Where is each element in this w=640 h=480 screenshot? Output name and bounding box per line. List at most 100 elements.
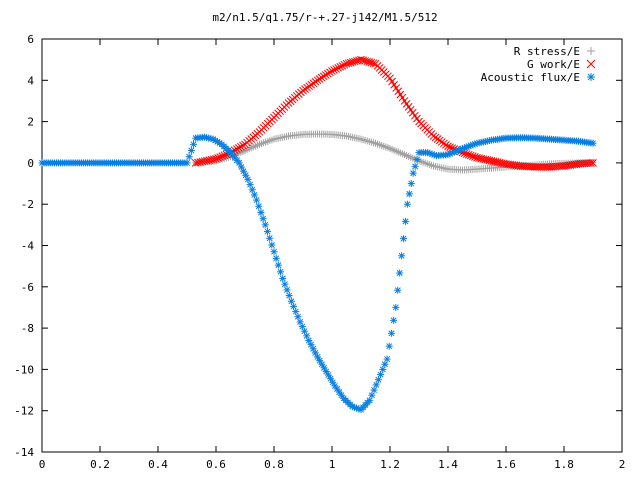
data-point (469, 152, 477, 161)
data-point (387, 329, 395, 337)
data-point (394, 286, 402, 294)
data-point (340, 60, 349, 69)
legend-marker (587, 73, 595, 81)
legend-marker (587, 47, 595, 55)
data-point (589, 159, 597, 167)
data-point (396, 269, 404, 277)
x-tick-label: 1.8 (554, 458, 574, 471)
data-point (332, 65, 340, 73)
data-point (319, 72, 328, 81)
y-tick-label: 4 (27, 74, 34, 87)
data-point (237, 142, 245, 151)
data-point (239, 141, 247, 150)
data-point (392, 303, 400, 311)
data-point (385, 342, 393, 350)
x-tick-label: 0.4 (148, 458, 168, 471)
x-tick-label: 1.4 (438, 458, 458, 471)
data-point (313, 76, 322, 85)
data-point (403, 200, 411, 208)
data-point (242, 171, 250, 179)
data-point (413, 155, 421, 163)
data-point (212, 154, 220, 163)
data-point (398, 252, 406, 260)
data-point (317, 73, 326, 82)
data-point (259, 215, 267, 223)
data-point (209, 155, 218, 164)
x-tick-label: 1.2 (380, 458, 400, 471)
x-tick-label: 1.6 (496, 458, 516, 471)
data-point (277, 268, 285, 276)
data-point (329, 378, 337, 386)
data-point (589, 139, 597, 147)
data-point (321, 71, 330, 79)
data-point (315, 75, 324, 83)
y-tick-label: -6 (21, 281, 34, 294)
y-tick-label: -12 (14, 405, 34, 418)
data-point (196, 158, 205, 166)
data-point (444, 142, 452, 151)
data-point (369, 59, 378, 68)
data-point (336, 63, 345, 71)
legend-label: Acoustic flux/E (481, 71, 580, 84)
data-point (200, 157, 209, 165)
series-2 (38, 133, 597, 414)
legend-label: G work/E (527, 58, 580, 71)
legend-label: R stress/E (514, 45, 580, 58)
x-tick-label: 2 (619, 458, 626, 471)
legend-marker (586, 59, 596, 69)
chart-title: m2/n1.5/q1.75/r-+.27-j142/M1.5/512 (212, 11, 437, 24)
data-point (407, 180, 415, 188)
data-point (191, 159, 200, 167)
data-point (383, 355, 391, 363)
data-point (261, 221, 269, 229)
data-point (216, 153, 224, 161)
data-point (185, 153, 193, 161)
data-point (283, 286, 291, 294)
data-point (187, 147, 195, 155)
y-tick-label: -8 (21, 322, 34, 335)
data-point (194, 158, 202, 167)
data-point (232, 145, 241, 153)
data-point (466, 151, 475, 160)
data-point (272, 254, 280, 262)
data-point (401, 217, 409, 225)
data-point (338, 61, 347, 70)
x-tick-label: 0.6 (206, 458, 226, 471)
data-point (234, 144, 243, 152)
data-point (285, 292, 293, 300)
data-point (330, 66, 338, 74)
data-point (405, 190, 413, 198)
data-point (257, 208, 265, 216)
y-tick-label: 0 (27, 157, 34, 170)
data-point (214, 154, 222, 162)
data-point (263, 228, 271, 236)
data-point (390, 316, 398, 324)
y-tick-label: -10 (14, 363, 34, 376)
data-point (270, 248, 278, 256)
data-point (324, 69, 332, 78)
data-point (203, 156, 211, 165)
data-point (255, 202, 263, 210)
data-point (266, 234, 274, 242)
y-tick-label: 6 (27, 33, 34, 46)
data-point (207, 155, 216, 164)
data-point (462, 150, 471, 158)
data-point (328, 67, 336, 75)
axes: 0 0.2 0.4 0.6 0.8 1 1.2 1.4 1.6 1.8 2 6 4 2 0 -2 -4 -6 -8 -… (14, 33, 625, 471)
data-point (334, 64, 343, 72)
y-tick-label: 2 (27, 116, 34, 129)
x-tick-label: 1 (329, 458, 336, 471)
data-point (279, 275, 287, 283)
x-tick-label: 0 (39, 458, 46, 471)
data-point (400, 235, 408, 243)
data-point (587, 159, 595, 167)
data-point (274, 261, 282, 269)
data-point (198, 157, 207, 166)
data-point (268, 241, 276, 249)
data-point (190, 140, 198, 148)
data-point (183, 159, 191, 167)
data-point (253, 196, 261, 204)
data-point (205, 156, 214, 165)
